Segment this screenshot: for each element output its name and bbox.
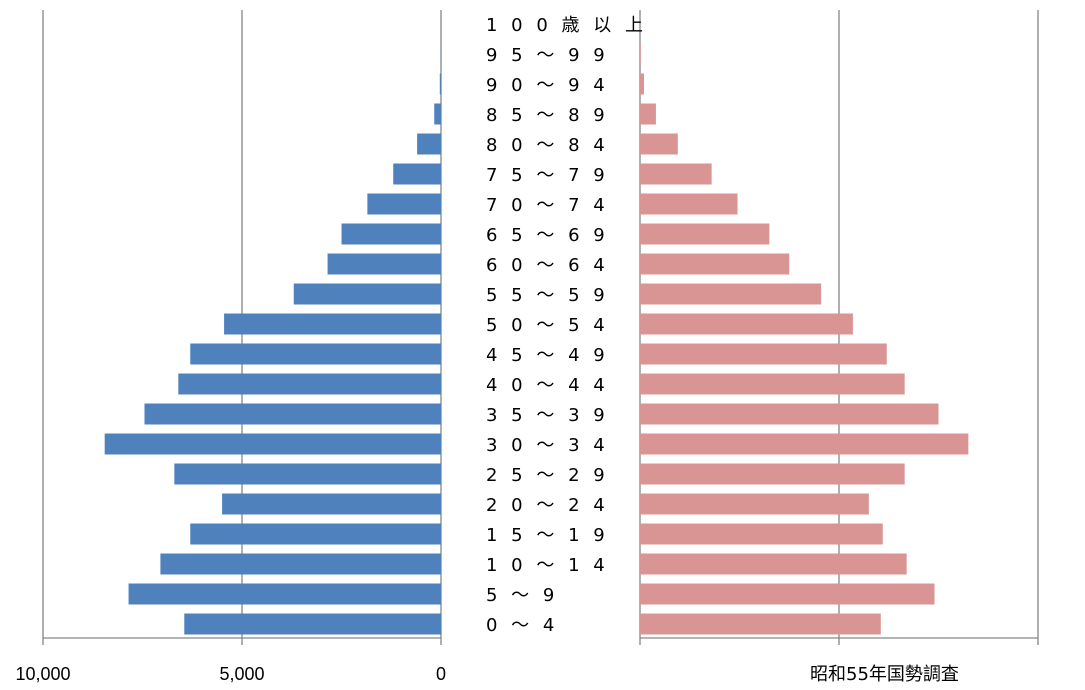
age-group-label: 5 0 ～ 5 4 [486, 315, 609, 336]
left-bar [160, 553, 441, 575]
right-bar [640, 523, 883, 545]
age-group-label: 1 5 ～ 1 9 [486, 525, 609, 546]
right-bar [640, 553, 907, 575]
age-group-label: 4 5 ～ 4 9 [486, 345, 609, 366]
left-bar [190, 523, 441, 545]
age-group-label: 3 5 ～ 3 9 [486, 405, 609, 426]
left-bar [367, 193, 441, 215]
right-bar [640, 373, 905, 395]
left-bar [417, 133, 441, 155]
age-group-label: 8 5 ～ 8 9 [486, 105, 609, 126]
x-tick-label: 10,000 [15, 664, 70, 684]
right-bar [640, 613, 881, 635]
right-bar [640, 193, 738, 215]
left-bar [434, 103, 441, 125]
left-bar [393, 163, 441, 185]
right-bar [640, 583, 935, 605]
right-bar [640, 43, 641, 65]
right-bar [640, 73, 644, 95]
left-series-bars [104, 43, 442, 635]
right-bar [640, 163, 712, 185]
age-group-label: 5 ～ 9 [486, 585, 558, 606]
left-bar [439, 73, 441, 95]
right-bar [640, 433, 969, 455]
age-group-label: 7 0 ～ 7 4 [486, 195, 609, 216]
age-group-label: 9 0 ～ 9 4 [486, 75, 609, 96]
age-group-label: 4 0 ～ 4 4 [486, 375, 609, 396]
right-series-bars [640, 43, 969, 635]
age-group-label: 9 5 ～ 9 9 [486, 45, 609, 66]
left-bar [190, 343, 441, 365]
age-group-label: 2 5 ～ 2 9 [486, 465, 609, 486]
x-tick-label: 0 [436, 664, 446, 684]
age-group-label: 6 0 ～ 6 4 [486, 255, 609, 276]
age-group-label: 7 5 ～ 7 9 [486, 165, 609, 186]
right-bar [640, 313, 853, 335]
left-bar [327, 253, 441, 275]
left-bar [178, 373, 441, 395]
age-group-label: 3 0 ～ 3 4 [486, 435, 609, 456]
right-bar [640, 103, 656, 125]
age-group-label: 8 0 ～ 8 4 [486, 135, 609, 156]
chart-caption: 昭和55年国勢調査 [810, 664, 959, 685]
right-bar [640, 133, 678, 155]
right-bar [640, 223, 770, 245]
age-group-labels: 0 ～ 4 5 ～ 9 1 0 ～ 1 4 1 5 ～ 1 9 2 0 ～ 2 4 2 5… [486, 15, 647, 636]
age-group-label: 6 5 ～ 6 9 [486, 225, 609, 246]
left-bar [293, 283, 441, 305]
left-bar [184, 613, 442, 635]
age-group-label: 1 0 0 歳 以 上 [486, 15, 647, 36]
left-bar [174, 463, 441, 485]
right-bar [640, 283, 822, 305]
age-group-label: 1 0 ～ 1 4 [486, 555, 609, 576]
age-group-label: 0 ～ 4 [486, 615, 558, 636]
right-bar [640, 343, 887, 365]
age-group-label: 5 5 ～ 5 9 [486, 285, 609, 306]
left-bar [128, 583, 441, 605]
x-tick-label: 5,000 [219, 664, 264, 684]
left-bar [222, 493, 441, 515]
right-bar [640, 403, 939, 425]
left-bar [341, 223, 441, 245]
age-group-label: 2 0 ～ 2 4 [486, 495, 609, 516]
right-bar [640, 493, 869, 515]
left-bar [224, 313, 441, 335]
right-bar [640, 463, 905, 485]
x-axis: 10,000 5,000 0 [15, 637, 1039, 684]
left-bar [104, 433, 441, 455]
left-bar [144, 403, 442, 425]
right-bar [640, 253, 790, 275]
